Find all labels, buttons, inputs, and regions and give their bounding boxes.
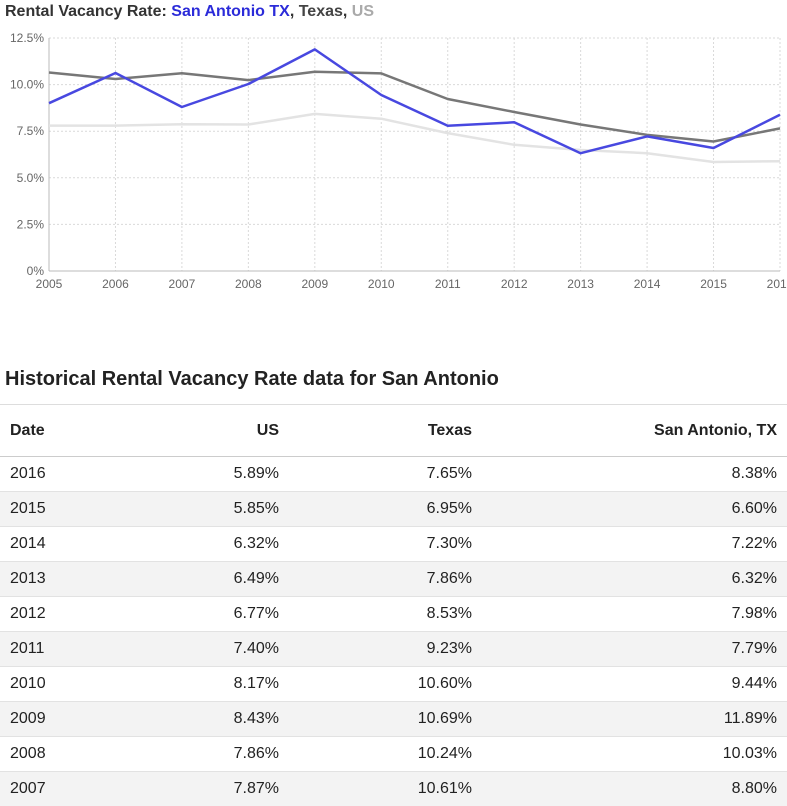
- cell-us: 7.86%: [96, 737, 289, 772]
- title-series-texas: Texas: [299, 3, 343, 20]
- cell-us: 6.77%: [96, 597, 289, 632]
- cell-us: 5.89%: [96, 457, 289, 492]
- cell-date: 2012: [0, 597, 96, 632]
- cell-date: 2016: [0, 457, 96, 492]
- line-chart: 0% 2.5% 5.0% 7.5% 10.0% 12.5% 2005 2006 2007 2008…: [0, 28, 787, 298]
- x-tick-label: 2005: [36, 277, 63, 291]
- cell-us: 7.40%: [96, 632, 289, 667]
- cell-texas: 10.24%: [289, 737, 482, 772]
- cell-texas: 8.53%: [289, 597, 482, 632]
- title-series-us: US: [352, 3, 374, 20]
- y-tick-label: 2.5%: [17, 217, 45, 231]
- x-tick-label: 2007: [169, 277, 196, 291]
- cell-us: 8.17%: [96, 667, 289, 702]
- x-tick-label: 2015: [700, 277, 727, 291]
- column-header-date: Date: [0, 405, 96, 457]
- cell-us: 6.32%: [96, 527, 289, 562]
- cell-date: 2010: [0, 667, 96, 702]
- cell-texas: 10.60%: [289, 667, 482, 702]
- cell-date: 2008: [0, 737, 96, 772]
- cell-date: 2007: [0, 772, 96, 806]
- x-tick-label: 2013: [567, 277, 594, 291]
- cell-san-antonio: 11.89%: [482, 702, 787, 737]
- cell-texas: 6.95%: [289, 492, 482, 527]
- y-tick-label: 7.5%: [17, 124, 45, 138]
- cell-san-antonio: 6.60%: [482, 492, 787, 527]
- table-header-row: Date US Texas San Antonio, TX: [0, 405, 787, 457]
- cell-date: 2011: [0, 632, 96, 667]
- cell-date: 2009: [0, 702, 96, 737]
- column-header-texas: Texas: [289, 405, 482, 457]
- column-header-san-antonio: San Antonio, TX: [482, 405, 787, 457]
- cell-san-antonio: 7.98%: [482, 597, 787, 632]
- cell-san-antonio: 7.22%: [482, 527, 787, 562]
- cell-san-antonio: 8.80%: [482, 772, 787, 806]
- cell-texas: 9.23%: [289, 632, 482, 667]
- cell-san-antonio: 8.38%: [482, 457, 787, 492]
- y-tick-label: 10.0%: [10, 78, 44, 92]
- x-tick-label: 2016: [767, 277, 787, 291]
- cell-us: 5.85%: [96, 492, 289, 527]
- cell-san-antonio: 6.32%: [482, 562, 787, 597]
- cell-san-antonio: 7.79%: [482, 632, 787, 667]
- cell-texas: 7.86%: [289, 562, 482, 597]
- cell-us: 8.43%: [96, 702, 289, 737]
- title-series-san-antonio: San Antonio TX: [171, 3, 290, 20]
- x-tick-label: 2008: [235, 277, 262, 291]
- y-tick-label: 12.5%: [10, 31, 44, 45]
- x-tick-label: 2011: [435, 277, 461, 291]
- cell-us: 6.49%: [96, 562, 289, 597]
- cell-texas: 7.30%: [289, 527, 482, 562]
- x-tick-label: 2010: [368, 277, 395, 291]
- cell-san-antonio: 9.44%: [482, 667, 787, 702]
- chart-title: Rental Vacancy Rate: San Antonio TX, Tex…: [5, 3, 374, 21]
- cell-texas: 10.61%: [289, 772, 482, 806]
- table-heading: Historical Rental Vacancy Rate data for …: [5, 368, 499, 391]
- y-tick-label: 5.0%: [17, 171, 45, 185]
- column-header-us: US: [96, 405, 289, 457]
- title-separator: ,: [290, 3, 299, 20]
- cell-us: 7.87%: [96, 772, 289, 806]
- cell-texas: 10.69%: [289, 702, 482, 737]
- title-separator: ,: [343, 3, 352, 20]
- y-tick-label: 0%: [27, 264, 45, 278]
- cell-date: 2013: [0, 562, 96, 597]
- chart-title-prefix: Rental Vacancy Rate:: [5, 3, 171, 20]
- cell-date: 2014: [0, 527, 96, 562]
- cell-texas: 7.65%: [289, 457, 482, 492]
- cell-san-antonio: 10.03%: [482, 737, 787, 772]
- x-tick-label: 2006: [102, 277, 129, 291]
- cell-date: 2015: [0, 492, 96, 527]
- x-tick-label: 2014: [634, 277, 661, 291]
- x-tick-label: 2012: [501, 277, 528, 291]
- x-tick-label: 2009: [301, 277, 328, 291]
